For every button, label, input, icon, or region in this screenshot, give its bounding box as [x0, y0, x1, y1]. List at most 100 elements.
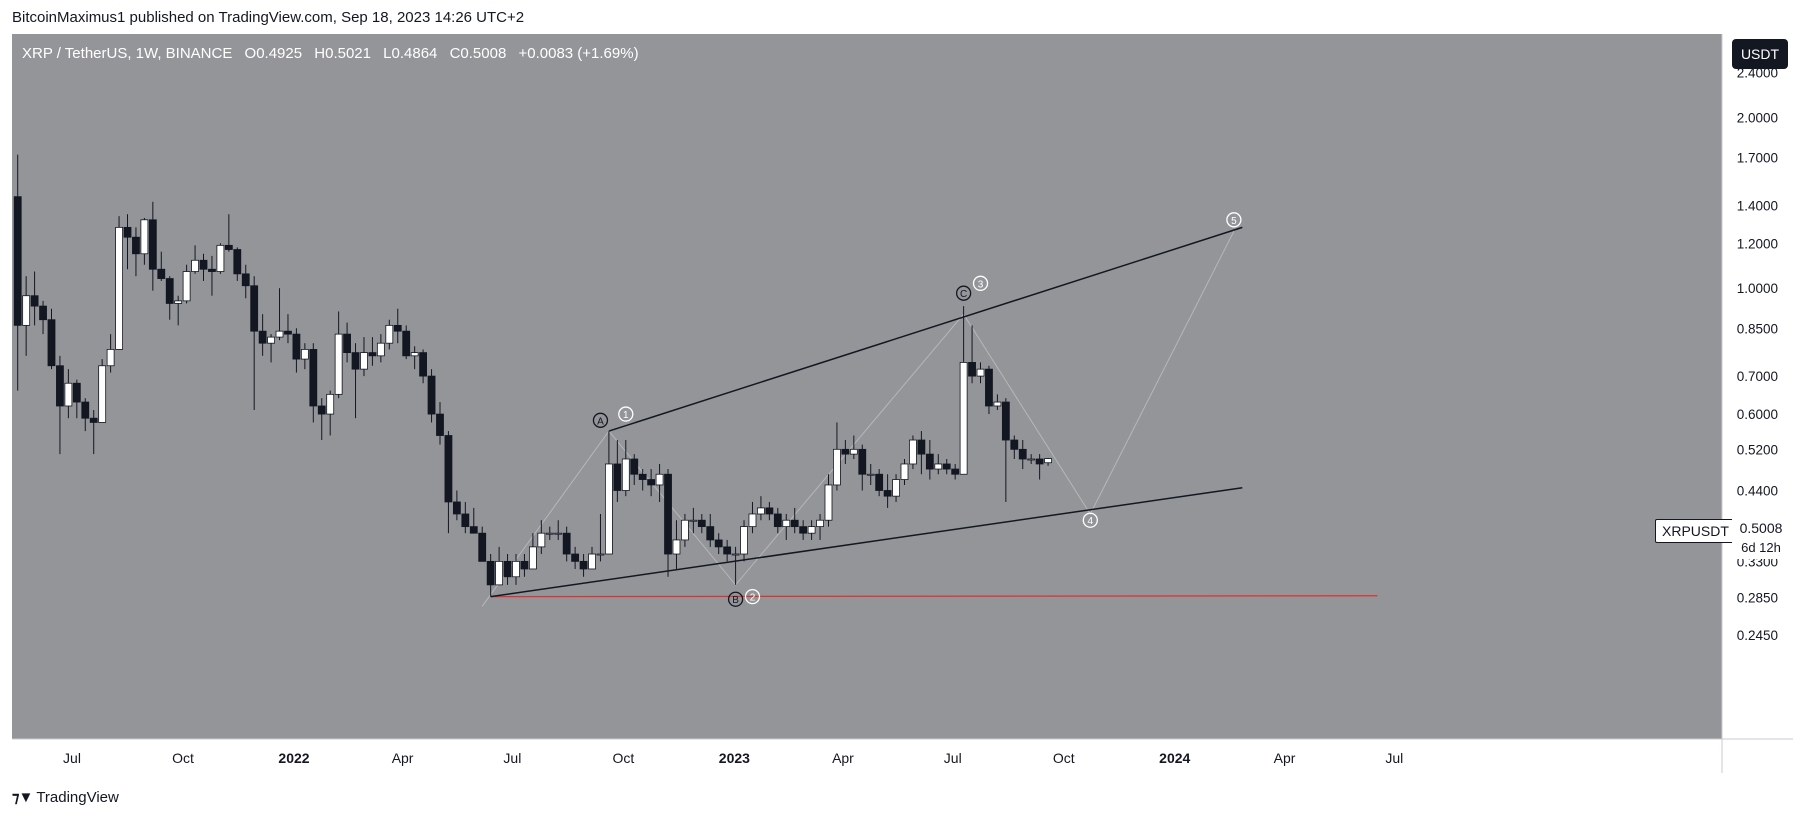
candle: [968, 325, 976, 384]
candle: [664, 469, 672, 577]
candle-body: [115, 226, 123, 350]
upper-trendline: [608, 226, 1243, 432]
candle: [512, 554, 520, 585]
candle-body: [368, 352, 377, 357]
candle-body: [740, 526, 748, 555]
candle-body: [697, 519, 706, 528]
candle-body: [89, 417, 98, 423]
candle-body: [824, 484, 833, 521]
candle-body: [1010, 439, 1019, 450]
candle-body: [1044, 458, 1052, 464]
candle: [148, 201, 157, 291]
wave-label-text: 4: [1088, 516, 1094, 527]
candle: [292, 328, 301, 373]
price-tick-label: 0.2450: [1737, 628, 1778, 643]
plot-background: [12, 34, 1722, 739]
wave-label: 4: [1082, 512, 1098, 528]
wave-label-text: B: [732, 595, 739, 606]
candle-body: [689, 519, 698, 522]
candle: [613, 440, 622, 502]
candle-body: [376, 342, 385, 357]
candle: [638, 469, 647, 491]
currency-button[interactable]: USDT: [1732, 39, 1788, 69]
time-axis-background: [12, 739, 1793, 773]
candle: [495, 546, 504, 586]
candle: [647, 469, 656, 497]
support-line: [490, 595, 1378, 598]
candle-body: [993, 401, 1002, 407]
candle: [478, 526, 487, 562]
candle-body: [284, 330, 292, 335]
symbol-legend[interactable]: XRP / TetherUS, 1W, BINANCE O0.4925 H0.5…: [22, 45, 639, 62]
candle-body: [56, 365, 64, 407]
wave-label: 3: [972, 275, 989, 291]
candle: [900, 458, 909, 485]
wave-label: 2: [744, 588, 761, 605]
candle-body: [866, 473, 875, 476]
candle-body: [714, 539, 723, 548]
candle: [300, 343, 309, 370]
price-axis[interactable]: 2.4000 2.0000 1.7000 1.4000 1.2000 1.0000 0.85…: [1737, 66, 1778, 643]
candle-body: [934, 463, 943, 470]
candle: [410, 346, 419, 370]
candle-body: [503, 560, 512, 578]
change-value: +0.0083 (+1.69%): [518, 45, 639, 62]
candle: [934, 454, 943, 475]
candle: [942, 458, 951, 475]
candle-body: [1035, 458, 1044, 465]
candle: [216, 243, 225, 274]
candle-body: [757, 507, 765, 515]
candle: [605, 431, 613, 555]
footer-brand[interactable]: ⁊▼ TradingView: [12, 788, 119, 807]
candle: [697, 513, 706, 534]
candle: [208, 255, 216, 296]
candle: [748, 501, 757, 534]
time-tick-label: 2023: [719, 750, 750, 766]
candle-body: [638, 473, 647, 480]
candle-body: [292, 333, 301, 360]
candle-body: [909, 439, 917, 465]
candle: [554, 520, 563, 540]
wave-label-circle: [1226, 212, 1242, 228]
candle: [689, 507, 698, 534]
candle-body: [858, 448, 867, 475]
candle-body: [174, 300, 183, 304]
candle-body: [925, 453, 934, 470]
wave-label: C: [955, 285, 972, 301]
open-value: 0.4925: [256, 45, 303, 62]
candle-body: [469, 526, 478, 534]
candle: [317, 398, 326, 441]
candle: [284, 314, 292, 344]
candle-body: [360, 352, 368, 370]
candle-body: [343, 333, 351, 354]
candle: [461, 501, 470, 534]
candle-body: [1027, 458, 1036, 461]
candle-body: [241, 273, 250, 287]
candle: [630, 454, 639, 485]
symbol-title[interactable]: XRP / TetherUS, 1W, BINANCE: [22, 45, 233, 62]
candle-body: [765, 507, 774, 515]
high-value: 0.5021: [325, 45, 371, 62]
price-tick-label: 1.4000: [1737, 198, 1778, 213]
lower-trendline: [490, 486, 1243, 598]
candle: [562, 526, 571, 562]
candle-body: [22, 295, 31, 326]
candle-body: [486, 560, 495, 586]
candle: [123, 214, 132, 270]
candle-body: [790, 519, 799, 528]
candle-body: [748, 513, 757, 528]
candle-body: [258, 330, 267, 344]
candle: [444, 431, 453, 534]
candle-body: [148, 219, 157, 270]
candle: [790, 507, 799, 534]
candle-body: [495, 560, 504, 586]
candle: [672, 520, 681, 569]
time-axis[interactable]: Jul Oct 2022 Apr Jul Oct 2023 Apr Jul Oct 2024 Apr J…: [63, 750, 1403, 766]
candle: [13, 154, 22, 391]
candle-body: [64, 382, 73, 407]
candle: [723, 539, 732, 562]
candle: [765, 501, 774, 521]
candle: [1010, 435, 1019, 459]
wave-label-circle: [1082, 512, 1098, 528]
